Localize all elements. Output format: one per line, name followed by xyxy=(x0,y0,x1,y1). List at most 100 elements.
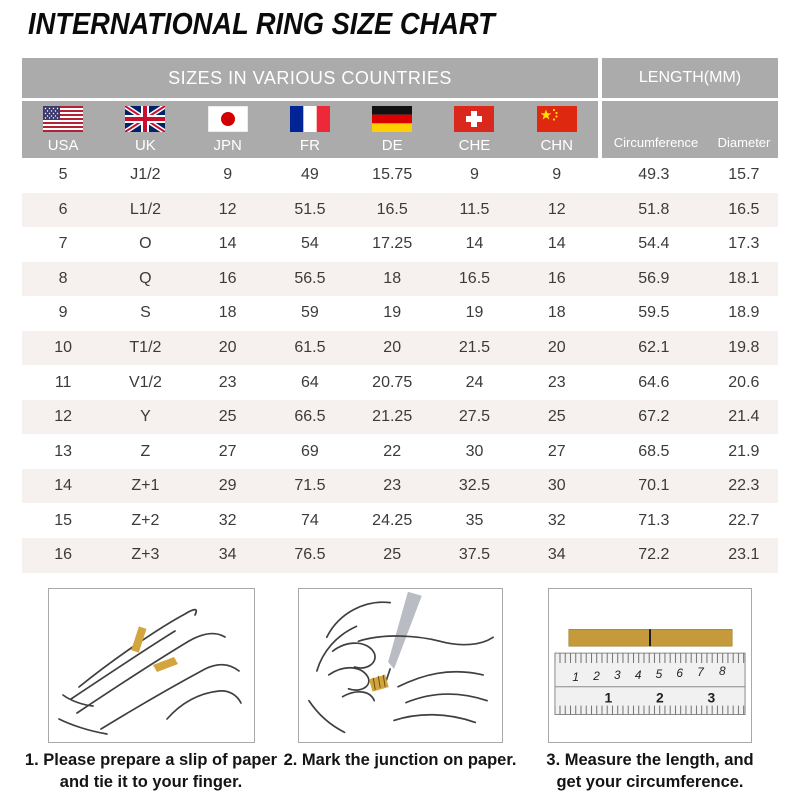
table-cell: 54.4 xyxy=(638,235,670,253)
ruler-cm-number: 3 xyxy=(614,668,621,682)
table-cell: 25 xyxy=(547,408,566,426)
caption-line: 1. Please prepare a slip of paper xyxy=(24,751,278,769)
step3-illustration-box: 1 2 3 4 5 6 7 8 1 2 3 xyxy=(548,588,752,743)
table-cell: Z+1 xyxy=(131,477,160,495)
table-cell: 49.3 xyxy=(638,166,670,184)
table-cell: 21.9 xyxy=(728,442,760,460)
junction-mark xyxy=(649,629,651,647)
marking-junction-illustration xyxy=(308,591,494,734)
caption-line: get your circumference. xyxy=(556,773,744,791)
table-row: 14 Z+1 29 71.5 23 32.5 30 70.1 22.3 xyxy=(22,468,778,504)
ruler-inch-number: 2 xyxy=(656,690,664,706)
table-cell: 17.25 xyxy=(372,235,413,253)
step3-caption: 3. Measure the length, and get your circ… xyxy=(520,749,780,793)
table-cell: S xyxy=(140,304,151,322)
table-cell: 71.3 xyxy=(638,511,670,529)
table-cell: 16 xyxy=(547,269,566,287)
table-cell: 72.2 xyxy=(638,546,670,564)
ruler-inch-number: 3 xyxy=(708,690,716,706)
table-cell: 20 xyxy=(383,339,402,356)
table-cell: 14 xyxy=(218,235,237,253)
table-cell: 34 xyxy=(547,546,566,564)
table-cell: 76.5 xyxy=(294,546,326,564)
column-header-uk: UK xyxy=(104,101,186,158)
table-row: 6 L1/2 12 51.5 16.5 11.5 12 51.8 16.5 xyxy=(22,192,778,228)
table-cell: 37.5 xyxy=(458,546,491,564)
table-row: 8 Q 16 56.5 18 16.5 16 56.9 18.1 xyxy=(22,261,778,297)
table-cell: 16 xyxy=(218,269,237,287)
ruler-cm-number: 1 xyxy=(572,670,579,684)
ruler-inch-ticks xyxy=(554,705,746,715)
table-cell: 15.7 xyxy=(728,166,760,184)
table-cell: 54 xyxy=(301,235,319,253)
caption-line: and tie it to your finger. xyxy=(59,773,243,791)
pen xyxy=(388,591,422,669)
table-cell: 14 xyxy=(54,477,73,495)
ruler-cm-number: 6 xyxy=(676,666,683,680)
column-header-jpn: JPN xyxy=(187,101,269,158)
column-header-fr: FR xyxy=(269,101,351,158)
table-cell: 16.5 xyxy=(458,269,491,287)
table-cell: 71.5 xyxy=(294,477,326,495)
table-cell: 7 xyxy=(58,235,68,253)
ruler-cm-number: 8 xyxy=(719,664,726,678)
table-cell: O xyxy=(139,235,152,253)
table-cell: 67.2 xyxy=(638,408,670,426)
table-cell: 10 xyxy=(54,339,73,356)
table-cell: 16.5 xyxy=(728,200,760,218)
table-cell: 23.1 xyxy=(728,546,760,564)
table-row: 5 J1/2 9 49 15.75 9 9 49.3 15.7 xyxy=(22,158,778,193)
table-cell: 6 xyxy=(58,200,68,218)
table-cell: 32 xyxy=(218,511,237,529)
table-cell: 13 xyxy=(54,442,73,460)
ruler-measuring-illustration: 1 2 3 4 5 6 7 8 1 2 3 xyxy=(554,629,746,716)
usa-flag-icon xyxy=(43,106,84,132)
table-cell: 35 xyxy=(465,511,484,529)
table-cell: 30 xyxy=(465,442,484,460)
table-row: 16 Z+3 34 76.5 25 37.5 34 72.2 23.1 xyxy=(22,538,778,573)
table-cell: 56.9 xyxy=(638,269,670,287)
step1-caption: 1. Please prepare a slip of paper and ti… xyxy=(21,749,281,793)
table-cell: 24 xyxy=(465,373,484,391)
gold-paper-band xyxy=(153,657,178,672)
japan-flag-icon xyxy=(207,106,248,132)
table-cell: 17.3 xyxy=(728,235,760,253)
table-cell: 66.5 xyxy=(294,408,326,426)
table-row: 13 Z 27 69 22 30 27 68.5 21.9 xyxy=(22,434,778,469)
table-cell: 20 xyxy=(218,339,237,356)
table-cell: 64.6 xyxy=(638,373,670,391)
column-label-fr: FR xyxy=(299,137,320,154)
table-cell: 9 xyxy=(552,166,562,184)
table-cell: 12 xyxy=(547,200,566,218)
switzerland-flag-icon xyxy=(454,106,495,132)
table-cell: 51.5 xyxy=(294,200,326,218)
table-cell: 22.7 xyxy=(728,511,760,529)
country-columns-header: USA UK JPN xyxy=(22,101,598,158)
table-cell: T1/2 xyxy=(129,339,162,356)
column-label-chn: CHN xyxy=(540,137,573,154)
table-cell: 59.5 xyxy=(638,304,670,322)
table-group-header-row: SIZES IN VARIOUS COUNTRIES LENGTH(MM) xyxy=(22,58,778,98)
ruler xyxy=(554,652,746,716)
table-cell: 69 xyxy=(301,442,319,460)
column-header-chn: CHN xyxy=(516,101,598,158)
ruler-cm-number: 7 xyxy=(697,665,704,679)
table-cell: 32.5 xyxy=(458,477,491,495)
ruler-cm-number: 5 xyxy=(656,667,663,681)
table-cell: 22 xyxy=(383,442,402,460)
table-cell: 25 xyxy=(383,546,402,564)
table-cell: 32 xyxy=(547,511,566,529)
table-cell: 64 xyxy=(301,373,319,391)
table-cell: 70.1 xyxy=(638,477,670,495)
table-cell: Q xyxy=(139,269,152,287)
table-cell: 27.5 xyxy=(458,408,491,426)
table-cell: 27 xyxy=(218,442,237,460)
table-cell: 18 xyxy=(383,269,402,287)
table-cell: 12 xyxy=(218,200,237,218)
germany-flag-icon xyxy=(372,106,413,132)
gold-paper-slip xyxy=(131,626,147,653)
column-label-jpn: JPN xyxy=(213,137,242,154)
table-cell: 14 xyxy=(547,235,566,253)
table-cell: Z xyxy=(140,442,151,460)
table-cell: 18 xyxy=(218,304,237,322)
